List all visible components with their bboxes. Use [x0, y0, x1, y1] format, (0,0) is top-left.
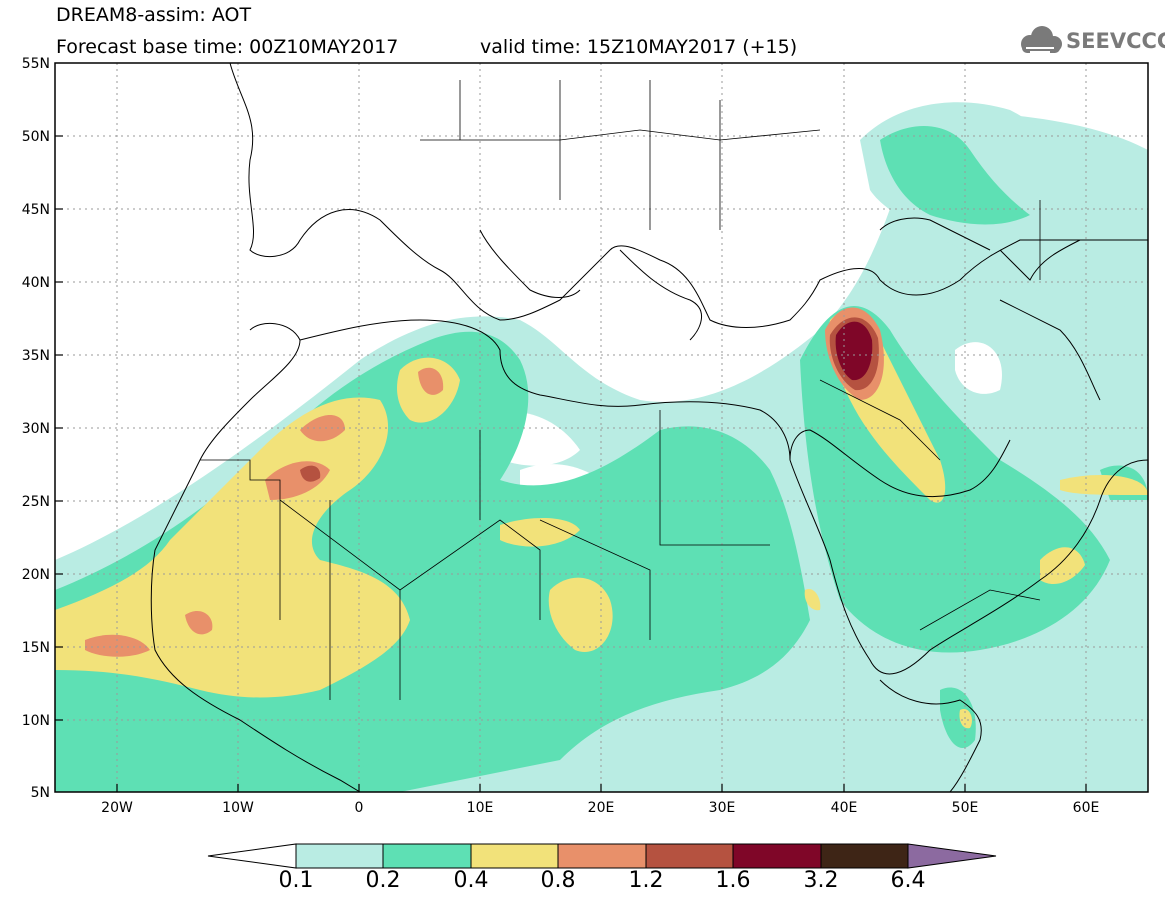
lat-label: 25N	[22, 494, 50, 510]
forecast-base-time: Forecast base time: 00Z10MAY2017	[56, 36, 399, 58]
axis-ticks	[55, 135, 1087, 792]
colorbar-bin	[382, 843, 472, 869]
lon-label: 20W	[101, 800, 133, 816]
colorbar-label: 1.6	[715, 868, 751, 893]
colorbar-low-arrow	[207, 843, 297, 869]
colorbar-label: 1.2	[628, 868, 664, 893]
colorbar-label: 0.8	[540, 868, 576, 893]
lon-label: 30E	[709, 800, 736, 816]
colorbar-bin	[732, 843, 822, 869]
colorbar-bin	[557, 843, 647, 869]
lat-label: 50N	[22, 129, 50, 145]
valid-time: valid time: 15Z10MAY2017 (+15)	[480, 36, 798, 58]
colorbar-bin	[295, 843, 384, 869]
colorbar-bin	[820, 843, 909, 869]
lat-label: 40N	[22, 275, 50, 291]
lon-label: 60E	[1073, 800, 1100, 816]
lon-labels: 20W 10W 0 10E 20E 30E 40E 50E 60E	[101, 800, 1099, 816]
colorbar-label: 0.4	[453, 868, 489, 893]
lon-label: 50E	[952, 800, 979, 816]
lon-label: 40E	[831, 800, 858, 816]
lat-label: 55N	[22, 56, 50, 72]
lat-label: 10N	[22, 713, 50, 729]
colorbar-bin	[645, 843, 734, 869]
lat-label: 5N	[31, 785, 50, 801]
colorbar-label: 6.4	[890, 868, 926, 893]
aot-level-1.6	[835, 321, 873, 381]
lat-label: 20N	[22, 567, 50, 583]
country-borders	[200, 80, 1041, 700]
colorbar-label: 3.2	[803, 868, 839, 893]
colorbar-label: 0.2	[365, 868, 401, 893]
lat-label: 45N	[22, 202, 50, 218]
lat-label: 30N	[22, 421, 50, 437]
lat-labels: 55N 50N 45N 40N 35N 30N 25N 20N 15N 10N …	[22, 56, 50, 801]
map-title: DREAM8-assim: AOT	[56, 4, 252, 26]
colorbar-bin	[470, 843, 559, 869]
grid-lines	[55, 63, 1148, 792]
lat-label: 35N	[22, 348, 50, 364]
cloud-icon	[1021, 26, 1062, 53]
lon-label: 10E	[467, 800, 494, 816]
colorbar-label: 0.1	[278, 868, 314, 893]
lon-label: 0	[355, 800, 364, 816]
lon-label: 10W	[222, 800, 254, 816]
colorbar-high-arrow	[907, 843, 997, 869]
colorbar	[207, 843, 997, 869]
coastlines	[150, 63, 1148, 792]
lon-label: 20E	[588, 800, 615, 816]
lat-label: 15N	[22, 640, 50, 656]
seevccc-logo-text: SEEVCCC	[1066, 29, 1165, 53]
